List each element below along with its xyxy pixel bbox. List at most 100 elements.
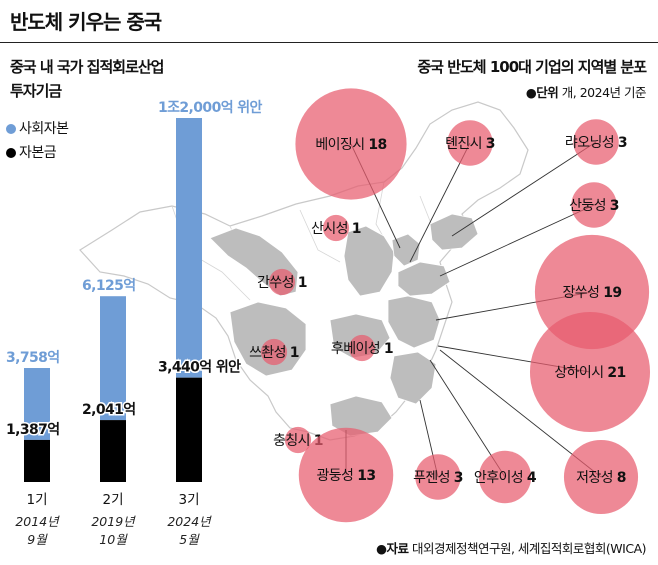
bubble-region-1 [295, 88, 407, 200]
bar-social-capital-1 [24, 368, 50, 440]
legend-swatch-social-capital [6, 124, 16, 134]
bubble-region-15 [563, 439, 639, 515]
bubble-label-region-10: 상하이시 21 [554, 365, 625, 381]
bubble-label-region-8: 쓰촨성 1 [249, 345, 299, 361]
bubble-region-3 [573, 119, 619, 165]
bubble-region-4 [571, 182, 617, 228]
bubble-region-value-region-14: 4 [527, 470, 537, 486]
bubble-region-5 [322, 214, 350, 242]
label-social-capital-3: 1조2,000억 위안 [158, 99, 263, 116]
category-label-2: 2기 [102, 492, 123, 508]
bubble-region-name-region-4: 산둥성 [569, 198, 610, 214]
bubble-region-name-region-13: 푸젠성 [413, 470, 454, 486]
guangdong-region [329, 395, 393, 437]
category-label-3: 3기 [178, 492, 199, 508]
bubble-label-region-12: 광둥성 13 [317, 468, 376, 484]
legend-label-capital: 자본금 [19, 145, 57, 161]
bubble-region-value-region-13: 3 [454, 470, 463, 486]
central-east-region [387, 295, 441, 349]
bubble-region-value-region-10: 21 [607, 365, 625, 381]
map-unit-text: 개, 2024년 기준 [561, 85, 647, 100]
legend-label-social-capital: 사회자본 [19, 121, 69, 137]
china-internal-border [171, 181, 433, 301]
legend-item-capital: 자본금 [6, 142, 57, 162]
bubble-region-name-region-1: 베이징시 [315, 137, 368, 153]
bubble-region-name-region-9: 후베이성 [331, 341, 384, 357]
bubble-label-region-7: 장쑤성 19 [563, 285, 622, 301]
shandong-region [397, 261, 451, 297]
map-unit-note: ●단위 개, 2024년 기준 [525, 82, 647, 101]
bubble-region-value-region-6: 1 [298, 275, 307, 291]
bubble-region-value-region-1: 18 [368, 137, 386, 153]
bar-layer: 3,758억 1,387억 1기 2014년 9월 6,125억 2,041억 2기 2019년… [5, 99, 264, 547]
bubble-region-name-region-12: 광둥성 [317, 468, 358, 484]
period-year-3: 2024년 [167, 514, 212, 529]
bubble-region-name-region-2: 톈진시 [445, 136, 486, 152]
label-capital-3: 3,440억 위안 [158, 359, 241, 376]
bubble-region-value-region-4: 3 [610, 198, 619, 214]
bubble-label-region-13: 푸젠성 3 [413, 470, 463, 486]
page-title: 반도체 키우는 중국 [10, 10, 162, 34]
bubble-region-value-region-15: 8 [617, 470, 626, 486]
bubble-region-13 [415, 454, 461, 500]
bubble-region-11 [284, 426, 312, 454]
bubble-region-name-region-11: 충칭시 [273, 433, 314, 449]
bubble-region-value-region-2: 3 [486, 136, 495, 152]
north-region [343, 225, 395, 297]
bubble-label-region-15: 저장성 8 [576, 470, 626, 486]
bubble-label-region-2: 톈진시 3 [445, 136, 495, 152]
title-divider [0, 42, 658, 43]
period-year-1: 2014년 [15, 514, 60, 529]
source-note: ●자료 대외경제정책연구원, 세계집적회로협회(WICA) [376, 538, 646, 557]
leader-line-region-3 [451, 141, 597, 237]
bubble-region-name-region-7: 장쑤성 [563, 285, 604, 301]
label-capital-2: 2,041억 [82, 402, 136, 418]
southeast-region [389, 351, 437, 405]
map-unit-prefix: ●단위 [525, 85, 559, 100]
bubble-region-8 [260, 338, 288, 366]
period-month-3: 5월 [179, 532, 200, 547]
bubble-region-name-region-5: 산시성 [311, 221, 352, 237]
period-year-2: 2019년 [91, 514, 136, 529]
bubble-region-name-region-10: 상하이시 [554, 365, 607, 381]
bubble-region-value-region-5: 1 [352, 221, 361, 237]
category-label-1: 1기 [26, 492, 47, 508]
bubble-label-region-3: 랴오닝성 3 [565, 135, 627, 151]
bubble-region-value-region-9: 1 [384, 341, 393, 357]
legend-swatch-capital [6, 148, 16, 158]
bar-chart-title-line-1: 중국 내 국가 집적회로산업 [10, 58, 164, 76]
bubble-region-12 [298, 427, 394, 523]
map-chart-title: 중국 반도체 100대 기업의 지역별 분포 [417, 58, 647, 76]
label-social-capital-2: 6,125억 [82, 278, 136, 294]
beijing-tianjin-region [391, 233, 421, 267]
bubble-region-2 [447, 120, 493, 166]
bar-capital-1 [24, 439, 50, 482]
bubble-label-region-14: 안후이성 4 [474, 470, 537, 486]
bubble-region-name-region-8: 쓰촨성 [249, 345, 290, 361]
bubble-label-region-6: 간쑤성 1 [257, 275, 307, 291]
bubble-region-value-region-7: 19 [603, 285, 621, 301]
bar-capital-3 [176, 377, 202, 482]
bubble-region-value-region-3: 3 [618, 135, 627, 151]
bubble-region-value-region-8: 1 [290, 345, 299, 361]
label-capital-1: 1,387억 [6, 422, 60, 438]
liaoning-region [429, 213, 479, 251]
bubble-label-region-9: 후베이성 1 [331, 341, 393, 357]
bubble-region-name-region-15: 저장성 [576, 470, 617, 486]
bar-social-capital-3 [176, 118, 202, 378]
label-social-capital-1: 3,758억 [6, 350, 60, 366]
bubble-region-9 [348, 334, 376, 362]
bar-capital-2 [100, 420, 126, 482]
source-prefix: ●자료 [376, 541, 409, 556]
bubble-region-6 [268, 268, 296, 296]
period-month-1: 9월 [27, 532, 48, 547]
bubble-region-value-region-12: 13 [357, 468, 375, 484]
leader-line-region-4 [439, 204, 595, 277]
sichuan-region [229, 301, 307, 377]
period-month-2: 10월 [99, 532, 128, 547]
bubble-label-region-1: 베이징시 18 [315, 137, 386, 153]
bubble-label-region-4: 산둥성 3 [569, 198, 619, 214]
bubble-region-name-region-14: 안후이성 [474, 470, 527, 486]
